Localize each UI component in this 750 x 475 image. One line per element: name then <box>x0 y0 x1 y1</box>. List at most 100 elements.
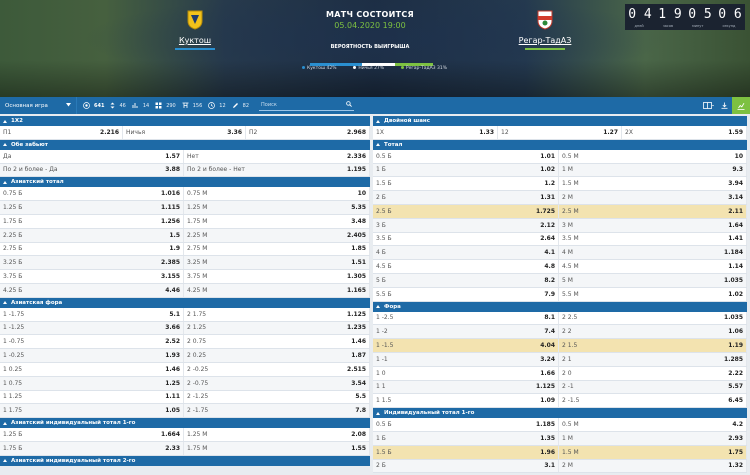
home-team-name[interactable]: Куктош <box>178 36 212 45</box>
away-team[interactable]: Регар-ТадАЗ <box>505 10 585 50</box>
odds-cell[interactable]: 2 М 3.14 <box>559 191 747 204</box>
odds-cell[interactable]: 5.5 М 1.02 <box>559 287 747 301</box>
odds-cell[interactable]: 1.25 М 5.35 <box>184 201 370 214</box>
odds-cell[interactable]: 1 0.25 1.46 <box>0 362 184 376</box>
odds-cell[interactable]: 1 1.75 1.05 <box>0 404 184 418</box>
odds-cell[interactable]: 0.5 М 4.2 <box>559 418 747 431</box>
market-group-header[interactable]: Фора <box>373 301 747 312</box>
odds-cell[interactable]: 1.75 М 1.55 <box>184 441 370 455</box>
odds-cell[interactable]: 2 2 1.06 <box>559 325 747 339</box>
odds-cell[interactable]: 5 М 1.035 <box>559 273 747 287</box>
odds-cell[interactable]: 2 0.25 1.87 <box>184 349 370 362</box>
odds-cell[interactable]: 4.5 Б 4.8 <box>373 260 559 273</box>
odds-cell[interactable]: 1.75 Б 1.256 <box>0 214 184 228</box>
odds-cell[interactable]: 5.5 Б 7.9 <box>373 287 559 301</box>
odds-cell[interactable]: 2 Б 1.31 <box>373 191 559 204</box>
odds-cell[interactable]: По 2 и более - Да 3.88 <box>0 163 184 177</box>
away-team-name[interactable]: Регар-ТадАЗ <box>518 36 572 45</box>
odds-cell[interactable]: 1 -1.75 5.1 <box>0 307 184 321</box>
market-group-header[interactable]: Азиатский индивидуальный тотал 2-го <box>0 455 370 466</box>
odds-cell[interactable]: 1 0 1.66 <box>373 366 559 380</box>
collapse-button[interactable] <box>716 97 732 114</box>
odds-cell[interactable]: 2.75 М 1.85 <box>184 242 370 256</box>
odds-cell[interactable]: 0.5 М 10 <box>559 149 747 163</box>
odds-cell[interactable]: 3.25 М 1.51 <box>184 256 370 270</box>
odds-cell[interactable]: 1 -1.25 3.66 <box>0 321 184 335</box>
odds-cell[interactable]: 2.25 Б 1.5 <box>0 228 184 242</box>
odds-cell[interactable]: 2.5 Б 1.725 <box>373 204 559 218</box>
market-group-header[interactable]: Обе забьют <box>0 139 370 150</box>
odds-cell[interactable]: 2 2.5 1.035 <box>559 311 747 325</box>
odds-cell[interactable]: 3 М 1.64 <box>559 218 747 232</box>
filter-flag[interactable]: 156 <box>182 102 202 109</box>
odds-cell[interactable]: Ничья 3.36 <box>123 126 246 139</box>
market-group-header[interactable]: Двойной шанс <box>373 116 747 126</box>
odds-cell[interactable]: 4.25 Б 4.46 <box>0 283 184 297</box>
market-group-header[interactable]: Азиатский тотал <box>0 177 370 188</box>
odds-cell[interactable]: 1 -2.5 8.1 <box>373 311 559 325</box>
odds-cell[interactable]: 2.25 М 2.405 <box>184 228 370 242</box>
market-group-header[interactable]: 1X2 <box>0 116 370 126</box>
odds-cell[interactable]: 1 1.25 1.11 <box>0 390 184 404</box>
home-team[interactable]: Куктош <box>160 10 230 50</box>
odds-cell[interactable]: 1 0.75 1.25 <box>0 376 184 390</box>
odds-cell[interactable]: 2 -1.5 6.45 <box>559 394 747 408</box>
odds-cell[interactable]: 3.5 Б 2.64 <box>373 232 559 246</box>
odds-cell[interactable]: 1 -0.75 2.52 <box>0 335 184 349</box>
market-group-header[interactable]: Азиатский индивидуальный тотал 1-го <box>0 418 370 429</box>
odds-cell[interactable]: 3.5 М 1.41 <box>559 232 747 246</box>
odds-cell[interactable]: 1.75 М 3.48 <box>184 214 370 228</box>
odds-cell[interactable]: 4 Б 4.1 <box>373 246 559 260</box>
odds-cell[interactable]: 1 -2 7.4 <box>373 325 559 339</box>
odds-cell[interactable]: 4.25 М 1.165 <box>184 283 370 297</box>
odds-cell[interactable]: 4 М 1.184 <box>559 246 747 260</box>
odds-cell[interactable]: 2 1.25 1.235 <box>184 321 370 335</box>
odds-cell[interactable]: 3.25 Б 2.385 <box>0 256 184 270</box>
odds-cell[interactable]: 2 -0.75 3.54 <box>184 376 370 390</box>
odds-cell[interactable]: 2 -1 5.57 <box>559 380 747 394</box>
odds-cell[interactable]: 2 -1.25 5.5 <box>184 390 370 404</box>
odds-cell[interactable]: 1 М 2.93 <box>559 431 747 445</box>
odds-cell[interactable]: 2.75 Б 1.9 <box>0 242 184 256</box>
odds-cell[interactable]: 12 1.27 <box>498 126 622 139</box>
odds-cell[interactable]: 3.75 М 1.305 <box>184 270 370 283</box>
odds-cell[interactable]: 2 М 1.32 <box>559 459 747 473</box>
odds-cell[interactable]: 1.25 М 2.08 <box>184 428 370 441</box>
search-input[interactable]: Поиск <box>259 100 355 111</box>
market-group-header[interactable]: Азиатская фора <box>0 297 370 308</box>
odds-cell[interactable]: П2 2.968 <box>246 126 370 139</box>
filter-total[interactable]: 641 <box>83 102 104 109</box>
odds-cell[interactable]: П1 2.216 <box>0 126 123 139</box>
market-group-header[interactable]: Тотал <box>373 139 747 150</box>
odds-cell[interactable]: 3.75 Б 3.155 <box>0 270 184 283</box>
odds-cell[interactable]: 2 1 1.285 <box>559 352 747 366</box>
odds-cell[interactable]: Да 1.57 <box>0 149 184 163</box>
odds-cell[interactable]: 2 1.75 1.125 <box>184 307 370 321</box>
odds-cell[interactable]: 1X 1.33 <box>373 126 498 139</box>
odds-cell[interactable]: 1.5 Б 1.96 <box>373 445 559 459</box>
odds-cell[interactable]: 0.5 Б 1.185 <box>373 418 559 431</box>
odds-cell[interactable]: 1 Б 1.35 <box>373 431 559 445</box>
odds-cell[interactable]: 1 Б 1.02 <box>373 163 559 177</box>
market-group-header[interactable]: Индивидуальный тотал 1-го <box>373 408 747 419</box>
filter-pencil[interactable]: 82 <box>232 102 249 109</box>
odds-cell[interactable]: 2X 1.59 <box>622 126 747 139</box>
odds-cell[interactable]: 0.5 Б 1.01 <box>373 149 559 163</box>
odds-cell[interactable]: 2 Б 3.1 <box>373 459 559 473</box>
odds-cell[interactable]: 1 1.5 1.09 <box>373 394 559 408</box>
odds-cell[interactable]: 1.5 М 3.94 <box>559 177 747 191</box>
odds-cell[interactable]: 5 Б 8.2 <box>373 273 559 287</box>
odds-cell[interactable]: 1 -0.25 1.93 <box>0 349 184 362</box>
stats-button[interactable] <box>732 97 750 114</box>
filter-updown[interactable]: 46 <box>110 102 126 109</box>
odds-cell[interactable]: 0.75 Б 1.016 <box>0 187 184 201</box>
odds-cell[interactable]: 4.5 М 1.14 <box>559 260 747 273</box>
odds-cell[interactable]: 1.25 Б 1.664 <box>0 428 184 441</box>
odds-cell[interactable]: 2 1.5 1.19 <box>559 339 747 352</box>
odds-cell[interactable]: 2 0.75 1.46 <box>184 335 370 349</box>
odds-cell[interactable]: 0.75 М 10 <box>184 187 370 201</box>
odds-cell[interactable]: По 2 и более - Нет 1.195 <box>184 163 370 177</box>
filter-grid[interactable]: 290 <box>155 102 176 109</box>
odds-cell[interactable]: 2 -0.25 2.515 <box>184 362 370 376</box>
odds-cell[interactable]: 2 0 2.22 <box>559 366 747 380</box>
